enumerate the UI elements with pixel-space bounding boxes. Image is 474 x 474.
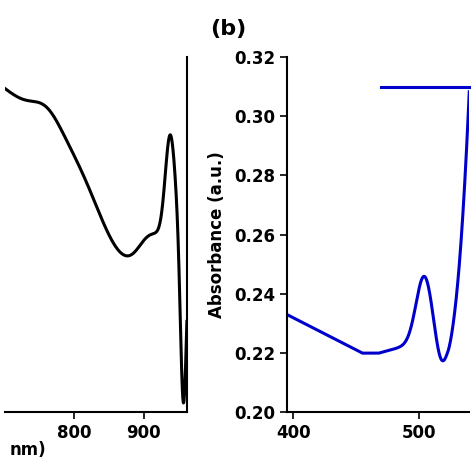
Text: nm): nm)	[9, 441, 46, 459]
Y-axis label: Absorbance (a.u.): Absorbance (a.u.)	[208, 151, 226, 318]
Text: (b): (b)	[210, 19, 247, 39]
